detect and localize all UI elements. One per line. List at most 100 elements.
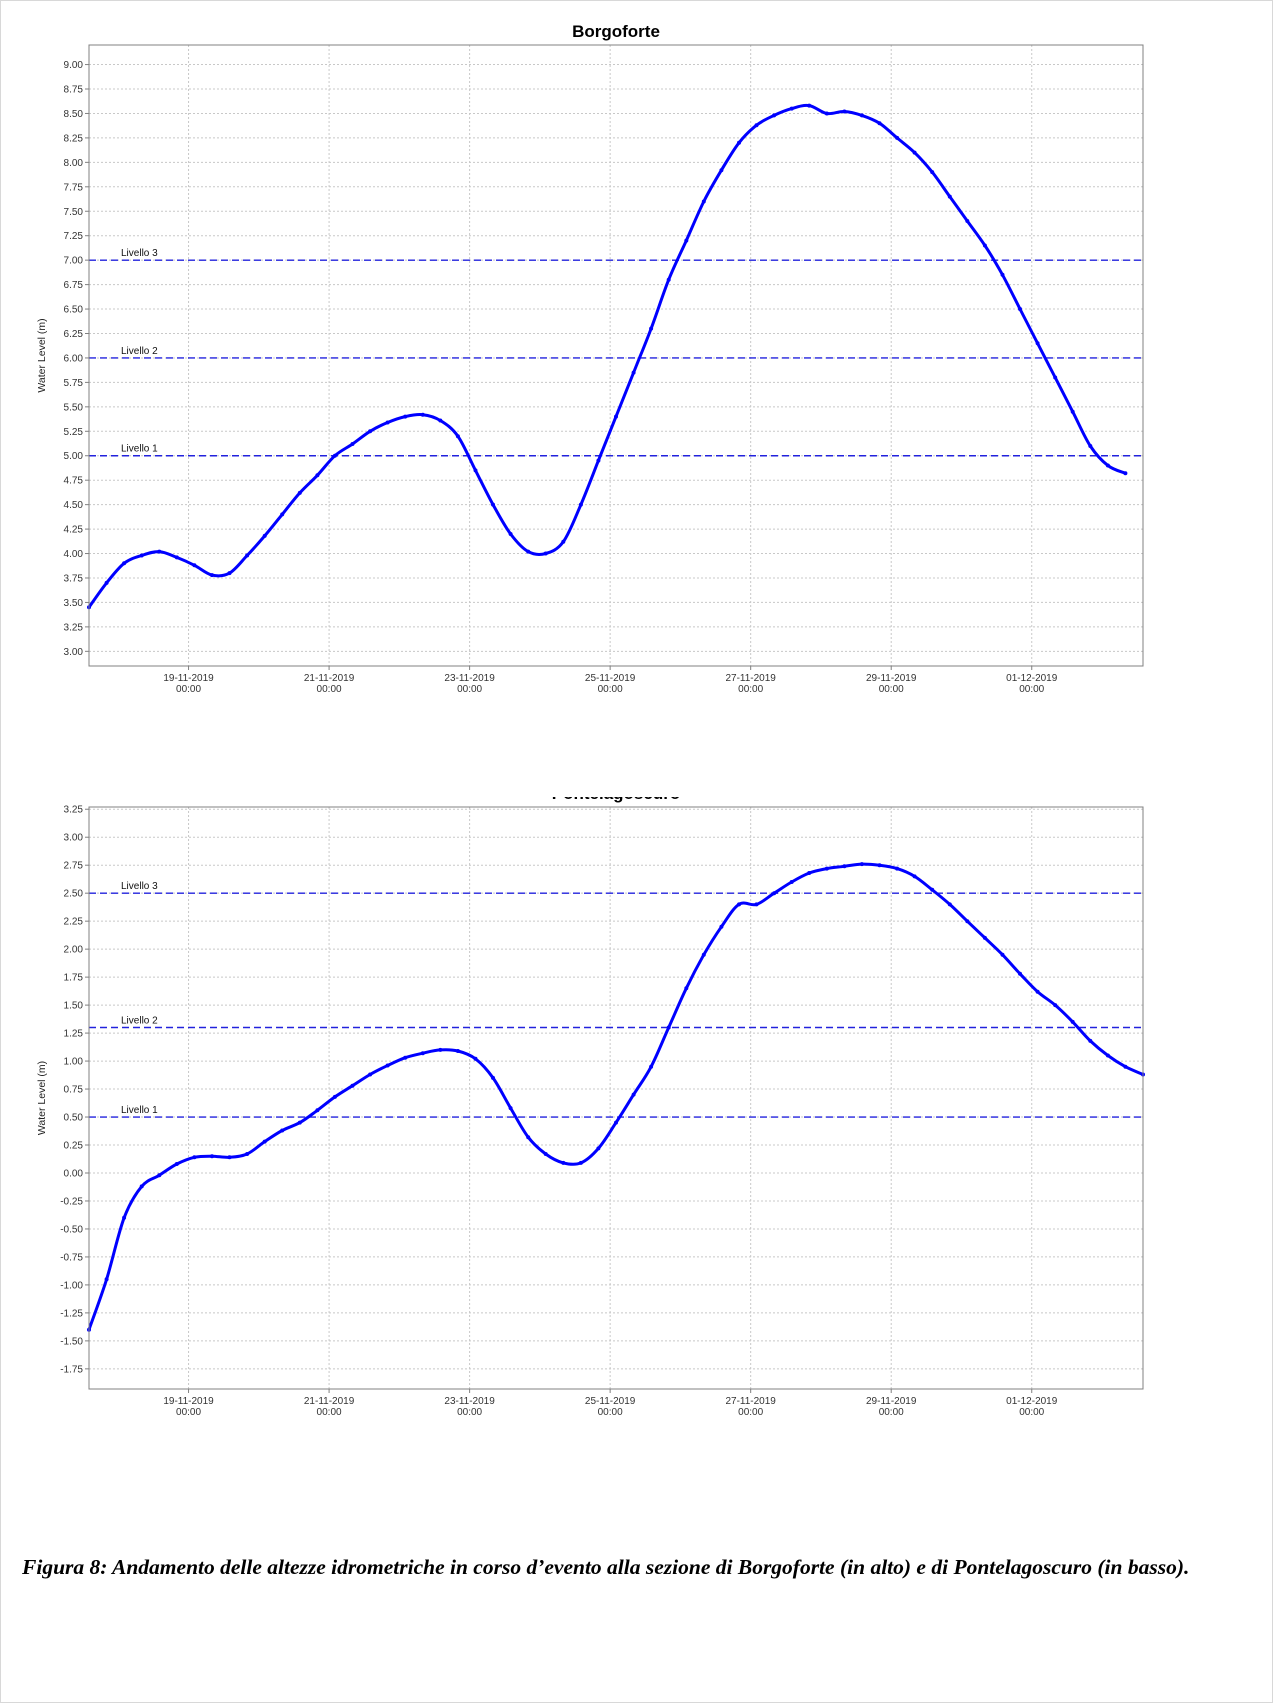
data-point (280, 512, 285, 517)
threshold-label: Livello 3 (121, 881, 158, 892)
data-point (684, 238, 689, 243)
data-point (1053, 375, 1058, 380)
y-tick-label: 3.75 (64, 573, 84, 584)
data-point (596, 1146, 601, 1151)
y-tick-label: 4.00 (64, 549, 84, 560)
y-tick-label: 6.00 (64, 353, 84, 364)
data-point (508, 1106, 513, 1111)
data-point (210, 573, 214, 578)
data-point (157, 549, 162, 554)
data-point (947, 194, 952, 199)
x-tick-label-time: 00:00 (879, 684, 904, 695)
data-point (1105, 463, 1110, 468)
data-point (965, 219, 970, 223)
data-point (684, 986, 689, 991)
x-tick-label-time: 00:00 (317, 684, 342, 695)
data-point (596, 458, 601, 463)
x-tick-label-time: 00:00 (879, 1407, 904, 1418)
y-tick-label: 6.75 (64, 280, 84, 291)
x-tick-label-time: 00:00 (738, 1407, 763, 1418)
y-tick-label: 8.25 (64, 133, 84, 144)
data-point (491, 1075, 495, 1080)
y-tick-label: 1.00 (64, 1057, 84, 1068)
y-tick-label: 1.75 (64, 973, 84, 984)
y-tick-label: -0.50 (60, 1224, 83, 1235)
data-point (631, 370, 636, 375)
plot-area (89, 45, 1143, 666)
y-tick-label: 2.75 (64, 861, 84, 872)
y-tick-label: 0.50 (64, 1113, 84, 1124)
data-point (420, 412, 425, 417)
x-tick-label-time: 00:00 (317, 1407, 342, 1418)
x-tick-label-time: 00:00 (598, 1407, 623, 1418)
y-tick-label: 5.25 (64, 427, 84, 438)
y-tick-label: 1.50 (64, 1001, 84, 1012)
data-point (895, 866, 900, 871)
data-point (877, 863, 882, 868)
data-point (666, 277, 671, 282)
y-tick-label: -1.00 (60, 1280, 83, 1291)
y-tick-label: 8.00 (64, 158, 84, 169)
data-point (297, 490, 302, 495)
data-point (930, 170, 935, 175)
borgoforte-chart: Borgoforte 3.00 3.25 3.50 3.75 4.00 4.25 4.50 4.… (36, 22, 1144, 695)
plot-area (89, 807, 1143, 1389)
data-point (491, 502, 495, 507)
data-point (297, 1120, 302, 1125)
data-point (701, 199, 706, 204)
x-tick-label-time: 00:00 (457, 1407, 482, 1418)
data-point (350, 1083, 355, 1088)
y-axis-label: Water Level (m) (36, 318, 48, 392)
data-point (438, 418, 443, 423)
threshold-label: Livello 2 (121, 1015, 158, 1026)
y-axis: -1.75 -1.50 -1.25 -1.00 -0.75 -0.50 -0.25 0.00 0… (60, 805, 1143, 1375)
y-tick-label: 5.00 (64, 451, 84, 462)
y-tick-label: 8.75 (64, 85, 84, 96)
data-point (789, 880, 794, 884)
series-line (87, 103, 1127, 609)
data-point (649, 1064, 654, 1069)
data-point (526, 1135, 531, 1140)
y-tick-label: -1.75 (60, 1364, 83, 1375)
data-point (719, 924, 724, 929)
data-point (982, 243, 987, 248)
data-point (473, 468, 478, 473)
data-point (1000, 952, 1005, 957)
y-tick-label: 9.00 (64, 60, 84, 71)
y-tick-label: 2.00 (64, 945, 84, 956)
x-tick-label-date: 21-11-2019 (304, 673, 355, 684)
data-point (192, 1155, 197, 1160)
y-tick-label: 7.50 (64, 207, 84, 218)
data-point (139, 553, 144, 558)
y-tick-label: 1.25 (64, 1029, 84, 1040)
data-point (315, 1108, 320, 1113)
data-point (930, 887, 935, 892)
y-tick-label: 7.75 (64, 182, 84, 193)
x-tick-label-time: 00:00 (176, 1407, 201, 1418)
data-point (1070, 1019, 1075, 1024)
y-tick-label: -0.75 (60, 1252, 83, 1263)
data-point (315, 473, 320, 478)
x-tick-label-date: 29-11-2019 (866, 673, 917, 684)
data-point (245, 553, 250, 558)
data-point (824, 111, 829, 116)
data-point (403, 1055, 408, 1060)
data-point (192, 563, 197, 568)
data-point (210, 1154, 214, 1159)
pontelagoscuro-chart: Pontelagoscuro-1.75-1.50-1.25-1.00-0.75-… (36, 797, 1145, 1418)
data-point (824, 866, 829, 871)
data-point (438, 1047, 443, 1052)
x-tick-label-time: 00:00 (457, 684, 482, 695)
threshold-label: Livello 2 (121, 346, 158, 357)
y-tick-label: 3.00 (64, 647, 84, 658)
x-tick-label-time: 00:00 (738, 684, 763, 695)
plot-border (88, 44, 1144, 667)
data-point (789, 106, 794, 111)
plot-border (88, 806, 1144, 1390)
y-tick-label: 0.75 (64, 1085, 84, 1096)
data-point (859, 862, 864, 867)
x-tick-label-time: 00:00 (598, 684, 623, 695)
data-point (912, 874, 917, 879)
data-point (842, 864, 847, 869)
